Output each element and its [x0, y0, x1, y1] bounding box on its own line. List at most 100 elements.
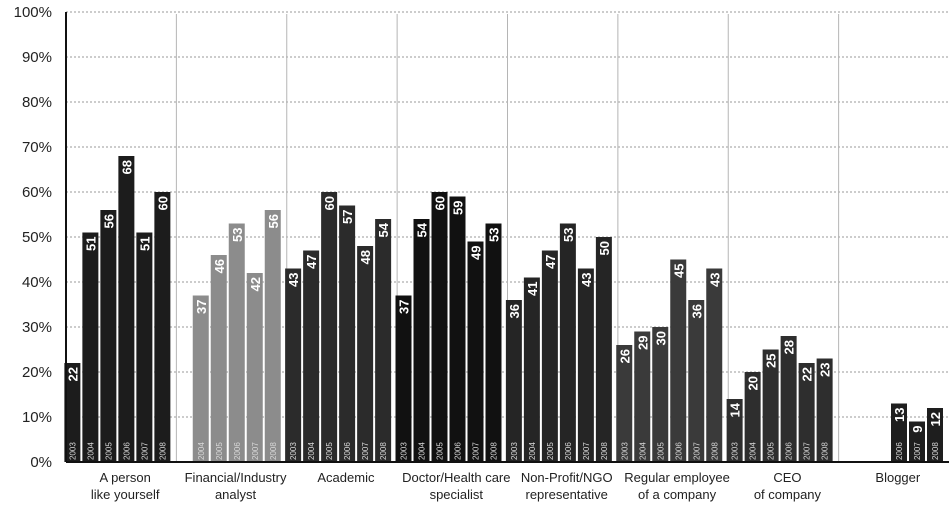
- bar-value-label: 12: [928, 412, 943, 426]
- bar-value-label: 47: [304, 255, 319, 269]
- bar-value-label: 30: [653, 331, 668, 345]
- bar-year-label: 2006: [122, 442, 131, 460]
- y-tick-label: 40%: [22, 274, 52, 291]
- bar-value-label: 28: [782, 340, 797, 354]
- bar: [909, 421, 925, 462]
- bar: [285, 268, 302, 462]
- bar-value-label: 22: [800, 367, 815, 381]
- bar: [688, 300, 705, 462]
- bar-value-label: 43: [707, 273, 722, 287]
- bar: [595, 237, 612, 462]
- y-tick-label: 10%: [22, 409, 52, 426]
- bar-year-label: 2007: [803, 442, 812, 460]
- bar-year-label: 2004: [749, 442, 758, 460]
- bar-year-label: 2006: [454, 442, 463, 460]
- bar-year-label: 2007: [472, 442, 481, 460]
- bar-value-label: 48: [358, 250, 373, 264]
- y-axis-ticks: 0% 10% 20% 30% 40% 50% 60% 70% 80% 90% 100%: [14, 4, 52, 471]
- bar-value-label: 37: [194, 300, 209, 314]
- bar-year-label: 2005: [104, 442, 113, 460]
- bar-year-label: 2004: [418, 442, 427, 460]
- bar-value-label: 53: [230, 228, 245, 242]
- bar-value-label: 60: [433, 196, 448, 210]
- bar-year-label: 2005: [546, 442, 555, 460]
- bar-value-label: 54: [415, 222, 430, 237]
- bar-year-label: 2006: [895, 442, 904, 460]
- bar-value-label: 9: [910, 426, 925, 433]
- bar-value-label: 51: [83, 237, 98, 251]
- category-label: representative: [525, 487, 607, 502]
- bar-year-label: 2003: [620, 442, 629, 460]
- category-label: Doctor/Health care: [402, 470, 510, 485]
- bar-year-label: 2003: [400, 442, 409, 460]
- bar-year-label: 2006: [233, 442, 242, 460]
- bar-year-label: 2007: [140, 442, 149, 460]
- category-label: CEO: [773, 470, 801, 485]
- bar: [577, 268, 594, 462]
- bar: [726, 399, 743, 462]
- bar: [64, 363, 81, 462]
- bar-value-label: 68: [119, 160, 134, 174]
- bar: [449, 196, 466, 462]
- bar: [798, 363, 815, 462]
- bar-year-label: 2005: [767, 442, 776, 460]
- bar-year-label: 2003: [289, 442, 298, 460]
- bar-year-label: 2003: [510, 442, 519, 460]
- category-label: Non-Profit/NGO: [521, 470, 613, 485]
- y-tick-label: 30%: [22, 319, 52, 336]
- category-label: Blogger: [875, 470, 920, 485]
- bar-value-label: 42: [248, 277, 263, 291]
- bar-year-label: 2007: [361, 442, 370, 460]
- bar-value-label: 60: [322, 196, 337, 210]
- y-tick-label: 90%: [22, 49, 52, 66]
- bar: [431, 192, 448, 462]
- bar-value-label: 13: [892, 408, 907, 422]
- bar-value-label: 54: [376, 222, 391, 237]
- category-label: of a company: [638, 487, 717, 502]
- bar-year-label: 2006: [564, 442, 573, 460]
- bar: [816, 358, 833, 462]
- bar: [246, 273, 263, 462]
- bar: [210, 255, 227, 462]
- bar-year-label: 2006: [785, 442, 794, 460]
- bar-value-label: 43: [579, 273, 594, 287]
- bar-value-label: 23: [818, 363, 833, 377]
- bar: [523, 277, 540, 462]
- bar: [321, 192, 338, 462]
- bar: [762, 349, 779, 462]
- bar: [303, 250, 320, 462]
- bar: [118, 156, 135, 462]
- category-label: Financial/Industry: [185, 470, 287, 485]
- bar: [100, 210, 117, 462]
- bar: [192, 295, 209, 462]
- category-labels: A person like yourself Financial/Industry a…: [91, 470, 921, 502]
- bar: [652, 327, 669, 462]
- bar-value-label: 49: [469, 246, 484, 260]
- bar: [413, 219, 430, 462]
- bar: [780, 336, 797, 462]
- bar-value-label: 45: [671, 264, 686, 278]
- bar-value-label: 22: [65, 367, 80, 381]
- y-tick-label: 80%: [22, 94, 52, 111]
- bar: [706, 268, 723, 462]
- bar-value-label: 46: [212, 259, 227, 273]
- bar-value-label: 14: [728, 402, 743, 417]
- bar-year-label: 2007: [251, 442, 260, 460]
- bar-year-label: 2008: [269, 442, 278, 460]
- category-label: like yourself: [91, 487, 160, 502]
- bar-value-label: 57: [340, 210, 355, 224]
- bar-value-label: 53: [487, 228, 502, 242]
- bar-value-label: 50: [597, 241, 612, 255]
- bar-year-label: 2008: [158, 442, 167, 460]
- bar-year-label: 2007: [582, 442, 591, 460]
- bar-value-label: 20: [746, 376, 761, 390]
- bar: [264, 210, 281, 462]
- bar: [616, 345, 633, 462]
- bar-year-label: 2008: [710, 442, 719, 460]
- bar: [744, 372, 761, 462]
- y-tick-label: 60%: [22, 184, 52, 201]
- bar-value-label: 51: [137, 237, 152, 251]
- bars: 22 2003 51 2004 56 2005 68 2006 51 2007 60 2008 37 20…: [64, 156, 943, 462]
- bar-year-label: 2006: [674, 442, 683, 460]
